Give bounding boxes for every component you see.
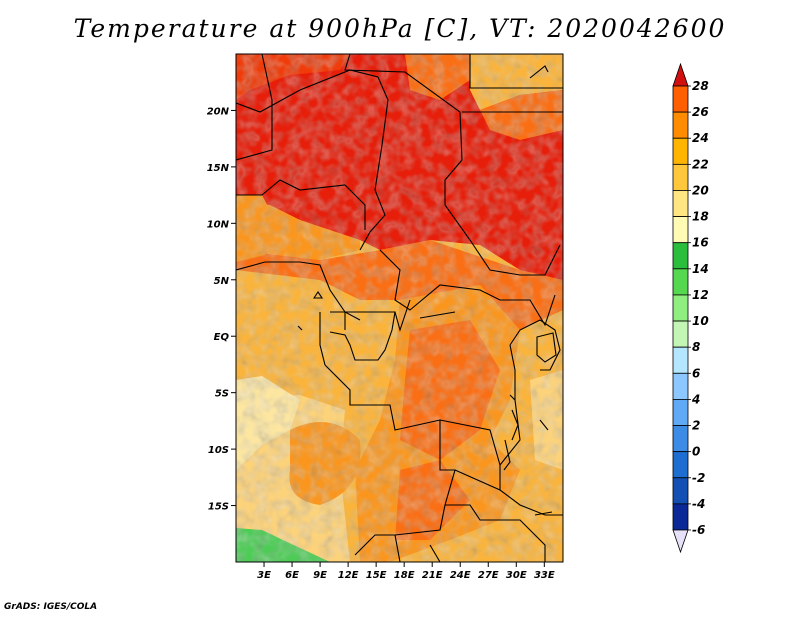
lat-tick-label: 15N — [207, 163, 230, 174]
colorbar-label: -2 — [692, 471, 705, 485]
lat-tick-label: 20N — [207, 106, 230, 117]
lon-tick-label: 21E — [422, 570, 443, 581]
colorbar-label: 18 — [692, 210, 709, 224]
colorbar-label: 2 — [692, 419, 700, 433]
colorbar-swatch — [672, 399, 689, 426]
lake-outline — [503, 439, 511, 471]
colorbar-label: -4 — [692, 497, 705, 511]
longitude-axis: 3E 6E 9E 12E 15E 18E 21E 24E 27E 30E 33E — [257, 562, 555, 581]
border-line — [319, 312, 346, 366]
colorbar-label: -6 — [692, 523, 705, 537]
country-borders — [236, 54, 563, 562]
lat-tick-label: 5S — [215, 389, 229, 400]
temperature-field — [236, 54, 563, 562]
map-title: Temperature at 900hPa [C], VT: 202004260… — [73, 14, 727, 43]
lon-tick-label: 24E — [450, 570, 471, 581]
border-line — [445, 504, 546, 562]
lon-tick-label: 30E — [506, 570, 527, 581]
lon-tick-label: 3E — [257, 570, 271, 581]
border-line — [469, 54, 563, 89]
colorbar-label: 26 — [692, 105, 709, 119]
lon-tick-label: 27E — [478, 570, 499, 581]
lat-tick-label: 10S — [208, 445, 229, 456]
map-frame — [235, 53, 564, 563]
lon-tick-label: 9E — [313, 570, 327, 581]
border-line — [344, 54, 561, 276]
border-line — [394, 534, 441, 562]
colorbar-label: 22 — [692, 157, 709, 171]
colorbar-swatch — [672, 163, 689, 191]
colorbar-swatch — [672, 372, 689, 400]
colorbar-label: 8 — [692, 340, 700, 354]
lake-outline — [419, 311, 456, 319]
colorbar-label: 24 — [692, 131, 709, 145]
lon-tick-label: 15E — [366, 570, 387, 581]
border-line — [329, 311, 396, 361]
colorbar-label: 16 — [692, 236, 709, 250]
latitude-axis: 20N 15N 10N 5N EQ 5S 10S 15S — [207, 106, 236, 513]
colorbar-swatch — [672, 477, 689, 505]
colorbar-swatch — [672, 320, 689, 348]
grads-credit: GrADS: IGES/COLA — [4, 602, 98, 612]
colorbar-label: 10 — [692, 314, 709, 328]
border-line — [499, 344, 521, 490]
border-line — [454, 469, 563, 516]
colorbar-label: 12 — [692, 288, 709, 302]
colorbar-swatch — [672, 137, 689, 165]
colorbar-label: 20 — [692, 183, 709, 197]
lon-tick-label: 6E — [285, 570, 299, 581]
lake-outline — [297, 291, 324, 331]
colorbar-bottom-arrow — [672, 529, 689, 554]
border-line — [534, 419, 553, 516]
border-line — [394, 299, 411, 332]
colorbar-swatch — [672, 216, 689, 244]
border-line — [439, 419, 501, 466]
colorbar-swatch — [672, 85, 689, 113]
lat-tick-label: 15S — [208, 502, 229, 513]
lat-tick-label: 10N — [207, 219, 230, 230]
colorbar-label: 14 — [692, 262, 709, 276]
lake-outline — [536, 332, 557, 363]
coastline — [529, 65, 549, 79]
colorbar-label: 4 — [691, 392, 700, 406]
lat-tick-label: EQ — [214, 332, 230, 343]
colorbar-swatch — [672, 111, 689, 139]
lon-tick-label: 18E — [394, 570, 415, 581]
colorbar-swatch — [672, 346, 689, 374]
colorbar-label: 6 — [692, 366, 700, 380]
border-line — [509, 319, 561, 371]
border-line — [509, 394, 519, 441]
colorbar-label: 0 — [692, 445, 700, 459]
colorbar-top-arrow — [672, 62, 689, 87]
lat-tick-label: 5N — [214, 276, 230, 287]
lon-tick-label: 12E — [338, 570, 359, 581]
colorbar-label: 28 — [692, 79, 709, 93]
border-line — [236, 54, 273, 161]
lon-tick-label: 33E — [534, 570, 555, 581]
colorbar-swatch — [672, 503, 689, 531]
colorbar-swatch — [672, 294, 689, 322]
colorbar-swatch — [672, 190, 689, 217]
border-line — [236, 179, 366, 230]
colorbar-swatch — [672, 451, 689, 479]
border-line — [236, 69, 389, 251]
border-line — [379, 249, 556, 327]
colorbar-swatch — [672, 242, 689, 270]
colorbar-swatch — [672, 425, 689, 453]
colorbar-swatch — [672, 268, 689, 296]
